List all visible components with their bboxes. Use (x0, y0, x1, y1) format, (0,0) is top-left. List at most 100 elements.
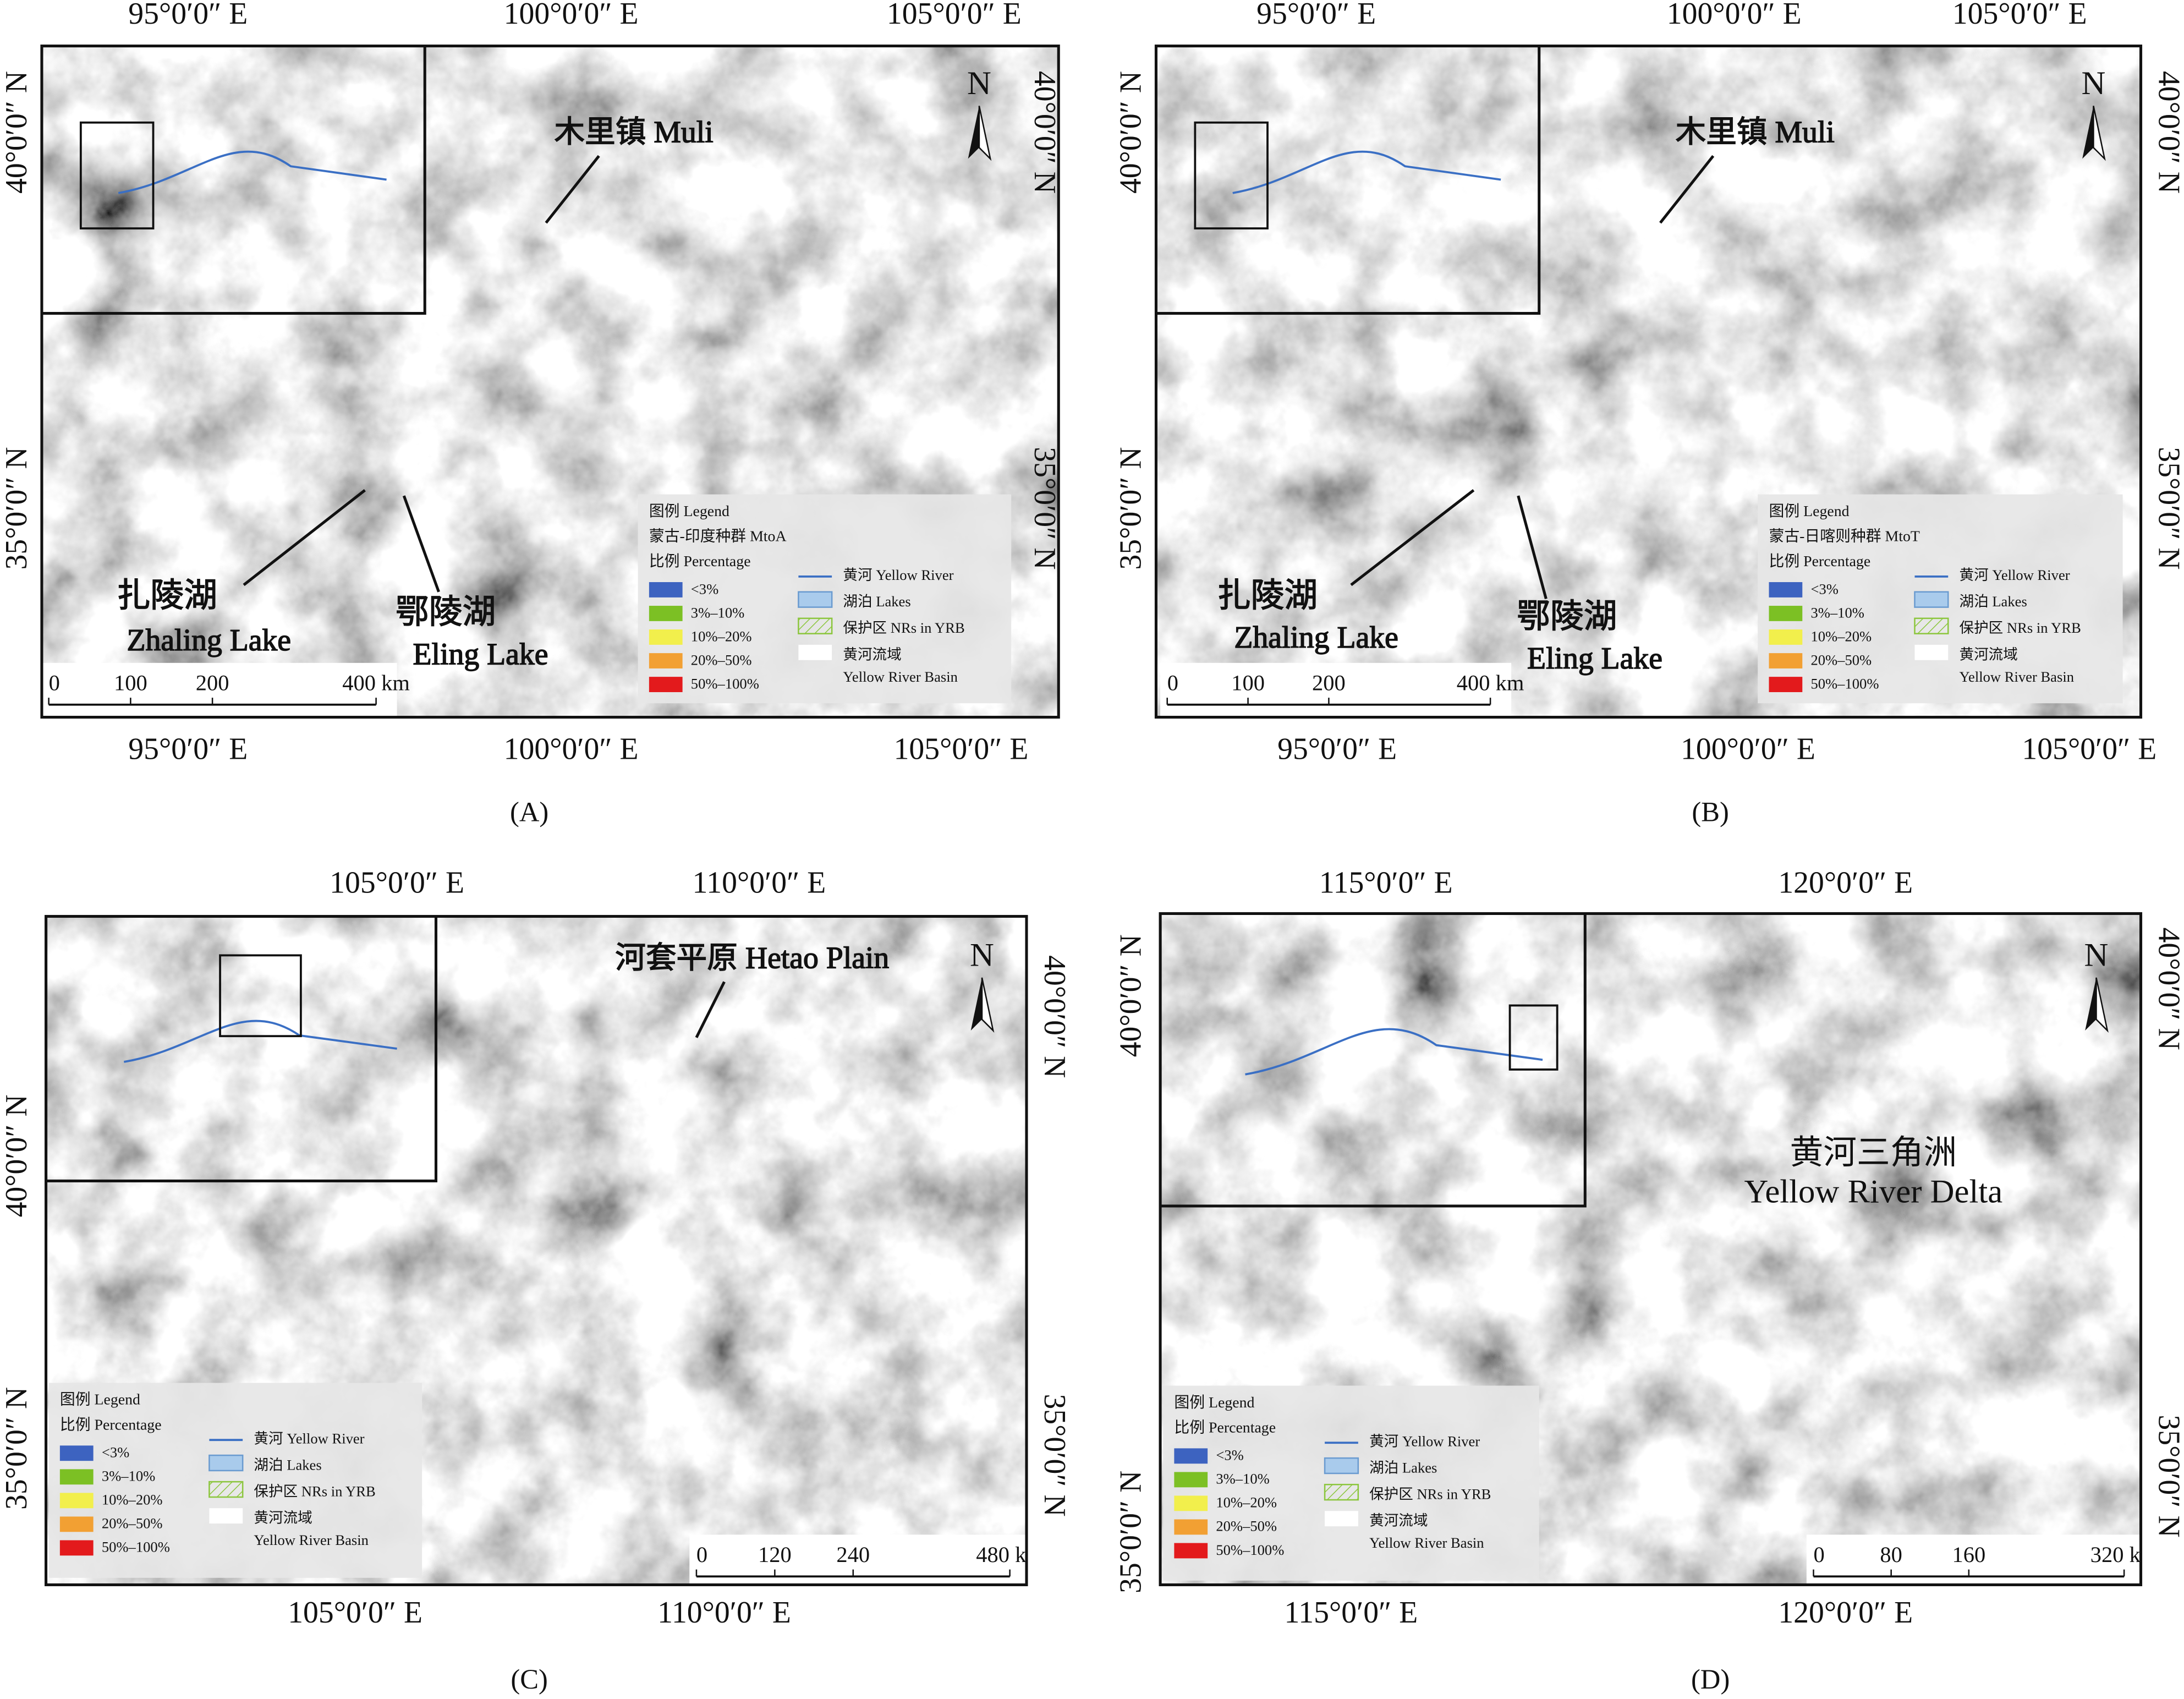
grid-cell (306, 505, 314, 513)
legend-swatch (1174, 1543, 1208, 1559)
scale-label: 200 (1312, 671, 1346, 695)
grid-cell (800, 1351, 808, 1358)
grid-cell (1448, 480, 1456, 487)
grid-cell (1483, 494, 1491, 502)
grid-cell (1483, 515, 1491, 523)
grid-cell (1476, 480, 1484, 487)
inset-map (1156, 46, 1539, 314)
north-label: N (2081, 65, 2105, 102)
grid-cell (459, 1197, 467, 1205)
grid-cell (320, 498, 327, 506)
grid-cell (1770, 1291, 1777, 1298)
scale-box (41, 662, 397, 717)
grid-cell (511, 227, 518, 234)
basin-boundary (1530, 1273, 1728, 1464)
grid-cell (425, 498, 432, 506)
grid-cell (606, 1023, 613, 1031)
annotation: Eling Lake (1527, 642, 1662, 676)
grid-cell (438, 1170, 446, 1177)
grid-cell (515, 1002, 523, 1010)
grid-cell (599, 1010, 606, 1017)
grid-cell (1763, 1298, 1771, 1305)
grid-cell (348, 491, 355, 499)
grid-cell (619, 1010, 627, 1017)
latitude-label: 40°0′0″ N (1114, 934, 1148, 1057)
scale-label: 160 (1952, 1542, 1985, 1567)
grid-cell (1504, 529, 1512, 536)
legend-title: 图例 Legend (1174, 1394, 1254, 1411)
grid-cell (522, 1002, 530, 1010)
longitude-label: 95°0′0″ E (1256, 0, 1376, 31)
grid-cell (271, 505, 279, 513)
longitude-label: 105°0′0″ E (887, 0, 1022, 31)
grid-cell (473, 1212, 481, 1219)
grid-cell (1553, 480, 1560, 487)
leader-line (545, 155, 600, 224)
annotation: 木里镇 Muli (554, 115, 713, 149)
grid-cell (1745, 1253, 1753, 1260)
grid-cell (1595, 487, 1602, 495)
latitude-label: 35°0′0″ N (1038, 1394, 1072, 1516)
north-arrow (2093, 106, 2106, 161)
grid-cell (313, 505, 321, 513)
grid-cell (306, 484, 314, 492)
grid-cell (459, 1204, 467, 1212)
legend-label: 20%–50% (691, 651, 752, 668)
map-panel: N 木里镇 Muli 扎陵湖 Zhaling Lake 鄂陵湖 Eling Lake 图例 … (1114, 0, 2184, 827)
grid-cell (1511, 473, 1518, 481)
legend-swatch (1174, 1448, 1208, 1464)
grid-cell (467, 1204, 474, 1212)
grid-cell (1560, 480, 1567, 487)
longitude-label: 100°0′0″ E (1681, 732, 1815, 766)
grid-cell (800, 1364, 808, 1372)
grid-cell (738, 1393, 745, 1400)
grid-cell (738, 1399, 745, 1407)
grid-cell (473, 1155, 481, 1163)
grid-cell (313, 498, 321, 506)
grid-cell (1721, 1263, 1729, 1270)
inset-map (41, 46, 425, 314)
grid-cell (1735, 1228, 1743, 1236)
grid-cell (550, 995, 557, 1003)
grid-cell (578, 989, 585, 996)
grid-cell (592, 1023, 599, 1031)
grid-cell (501, 974, 509, 982)
legend-label: 10%–20% (691, 628, 752, 644)
inset-river (118, 150, 387, 194)
grid-cell (473, 1218, 481, 1226)
grid-cell (389, 505, 397, 513)
grid-cell (1749, 1277, 1757, 1284)
grid-cell (1448, 494, 1456, 502)
grid-cell (1546, 501, 1554, 508)
legend-subtitle: 蒙古-印度种群 MtoA (649, 528, 787, 545)
grid-cell (508, 1002, 515, 1010)
legend-heading: 比例 Percentage (649, 553, 751, 570)
grid-cell (1738, 1253, 1746, 1260)
grid-cell (1720, 1281, 1727, 1289)
grid-cell (1714, 1277, 1722, 1284)
north-arrow (968, 106, 979, 159)
grid-cell (389, 484, 397, 492)
north-label: N (2084, 936, 2109, 973)
grid-cell (438, 498, 446, 506)
annotation: 扎陵湖 (117, 577, 217, 614)
grid-cell (320, 487, 327, 495)
grid-cell (1601, 515, 1609, 523)
grid-cell (613, 995, 620, 1003)
grid-cell (1546, 522, 1554, 529)
grid-cell (397, 502, 404, 510)
grid-cell (341, 491, 348, 499)
grid-cell (511, 240, 518, 248)
legend-label: 10%–20% (1216, 1494, 1277, 1511)
grid-cell (278, 491, 286, 499)
panel-caption: (C) (511, 1664, 547, 1695)
grid-cell (1504, 473, 1512, 481)
latitude-label: 35°0′0″ N (1114, 447, 1148, 569)
grid-cell (1708, 1249, 1715, 1257)
grid-cell (1448, 487, 1456, 495)
grid-cell (731, 1427, 738, 1435)
grid-cell (1518, 473, 1525, 481)
grid-cell (362, 505, 369, 513)
